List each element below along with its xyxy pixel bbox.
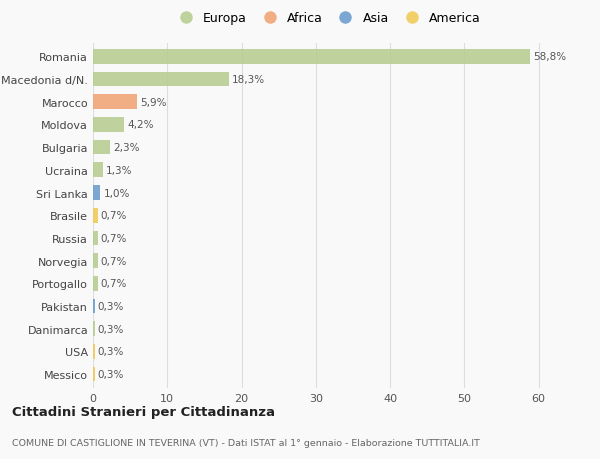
Text: 1,3%: 1,3% xyxy=(106,165,132,175)
Legend: Europa, Africa, Asia, America: Europa, Africa, Asia, America xyxy=(169,9,485,29)
Text: 1,0%: 1,0% xyxy=(103,188,130,198)
Bar xyxy=(93,140,110,155)
Text: 0,3%: 0,3% xyxy=(97,347,124,357)
Text: 0,3%: 0,3% xyxy=(97,301,124,311)
Bar xyxy=(93,208,98,223)
Text: 5,9%: 5,9% xyxy=(140,97,166,107)
Text: 58,8%: 58,8% xyxy=(533,52,566,62)
Text: COMUNE DI CASTIGLIONE IN TEVERINA (VT) - Dati ISTAT al 1° gennaio - Elaborazione: COMUNE DI CASTIGLIONE IN TEVERINA (VT) -… xyxy=(12,438,480,447)
Text: 0,7%: 0,7% xyxy=(100,256,127,266)
Text: 0,3%: 0,3% xyxy=(97,369,124,379)
Text: 18,3%: 18,3% xyxy=(232,75,265,85)
Bar xyxy=(93,367,95,381)
Text: Cittadini Stranieri per Cittadinanza: Cittadini Stranieri per Cittadinanza xyxy=(12,405,275,419)
Bar xyxy=(93,186,100,201)
Bar xyxy=(93,276,98,291)
Bar xyxy=(93,322,95,336)
Text: 0,7%: 0,7% xyxy=(100,211,127,221)
Bar xyxy=(93,344,95,359)
Bar xyxy=(93,118,124,133)
Bar xyxy=(93,299,95,313)
Bar xyxy=(93,50,530,65)
Text: 2,3%: 2,3% xyxy=(113,143,140,153)
Text: 4,2%: 4,2% xyxy=(127,120,154,130)
Bar xyxy=(93,95,137,110)
Bar xyxy=(93,163,103,178)
Text: 0,7%: 0,7% xyxy=(100,279,127,289)
Bar xyxy=(93,73,229,87)
Bar xyxy=(93,231,98,246)
Bar xyxy=(93,254,98,269)
Text: 0,7%: 0,7% xyxy=(100,233,127,243)
Text: 0,3%: 0,3% xyxy=(97,324,124,334)
